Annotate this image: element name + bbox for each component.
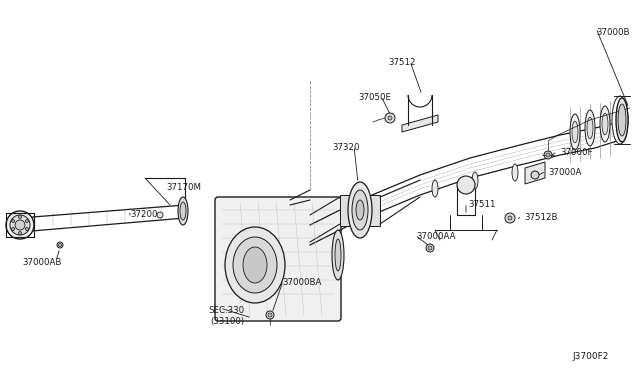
Ellipse shape [332, 230, 344, 280]
Ellipse shape [457, 176, 475, 194]
Ellipse shape [352, 190, 368, 230]
Ellipse shape [612, 96, 628, 144]
Polygon shape [365, 195, 380, 226]
Circle shape [10, 215, 30, 235]
Circle shape [12, 219, 15, 222]
Circle shape [26, 228, 28, 231]
Circle shape [57, 242, 63, 248]
Text: 37000AB: 37000AB [22, 258, 61, 267]
Ellipse shape [180, 202, 186, 220]
Circle shape [19, 215, 22, 218]
Polygon shape [525, 162, 545, 184]
FancyBboxPatch shape [215, 197, 341, 321]
Circle shape [428, 246, 432, 250]
Circle shape [546, 153, 550, 157]
Circle shape [531, 171, 539, 179]
Ellipse shape [472, 172, 478, 189]
Circle shape [508, 216, 512, 220]
Text: 37000B: 37000B [596, 28, 630, 37]
Text: 37512: 37512 [388, 58, 415, 67]
Ellipse shape [432, 180, 438, 197]
Ellipse shape [225, 227, 285, 303]
Circle shape [268, 313, 272, 317]
Circle shape [6, 211, 34, 239]
Circle shape [544, 151, 552, 159]
Text: 37170M: 37170M [166, 183, 201, 192]
Ellipse shape [572, 121, 578, 143]
Circle shape [58, 244, 61, 247]
Circle shape [505, 213, 515, 223]
Text: 37000A: 37000A [548, 168, 581, 177]
Text: J3700F2: J3700F2 [572, 352, 609, 361]
Circle shape [15, 220, 25, 230]
Ellipse shape [233, 237, 277, 293]
Ellipse shape [600, 106, 610, 142]
Circle shape [266, 311, 274, 319]
Text: 37000AA: 37000AA [416, 232, 456, 241]
Text: 37511: 37511 [468, 200, 495, 209]
Circle shape [388, 116, 392, 120]
Text: 37200: 37200 [130, 210, 157, 219]
Ellipse shape [348, 182, 372, 238]
Text: 37000BA: 37000BA [282, 278, 321, 287]
Ellipse shape [243, 247, 267, 283]
Polygon shape [340, 195, 355, 226]
Polygon shape [402, 115, 438, 132]
Text: 37050E: 37050E [358, 93, 391, 102]
Text: 37000F: 37000F [560, 148, 593, 157]
Circle shape [26, 219, 28, 222]
Ellipse shape [616, 98, 628, 142]
Text: 37512B: 37512B [524, 213, 557, 222]
Ellipse shape [178, 197, 188, 225]
Ellipse shape [602, 113, 608, 135]
Circle shape [19, 231, 22, 234]
Circle shape [157, 212, 163, 218]
Ellipse shape [335, 239, 341, 271]
Ellipse shape [356, 200, 364, 220]
Circle shape [426, 244, 434, 252]
Ellipse shape [585, 110, 595, 146]
Ellipse shape [512, 164, 518, 181]
Text: (33100): (33100) [210, 317, 244, 326]
Ellipse shape [587, 117, 593, 139]
Ellipse shape [570, 114, 580, 150]
Circle shape [12, 228, 15, 231]
Text: SEC.330: SEC.330 [208, 306, 244, 315]
Ellipse shape [618, 104, 626, 136]
Text: 37320: 37320 [332, 143, 360, 152]
Circle shape [385, 113, 395, 123]
